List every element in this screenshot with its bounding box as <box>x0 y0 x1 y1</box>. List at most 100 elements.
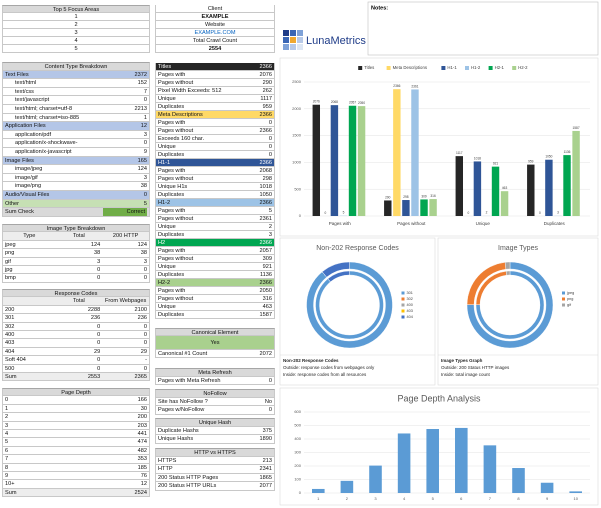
table-row: Unique 2 <box>155 223 275 231</box>
table-cell: Pages without <box>158 296 194 302</box>
table-cell: 6 <box>5 447 9 454</box>
table-cell: 301 <box>5 315 15 322</box>
legend-swatch <box>562 291 565 295</box>
table-cell: 3 <box>143 258 147 265</box>
bar <box>330 105 339 216</box>
table-cell: 5 <box>143 200 147 207</box>
table-cell: 200 Status HTTP URLs <box>158 483 217 489</box>
table-cell: Duplicates <box>158 272 185 278</box>
table-cell: 0 <box>143 192 147 198</box>
table-row: Sum Check Correct <box>2 208 150 217</box>
table-cell: Unique Hashs <box>158 436 194 442</box>
table-row: Duplicates 1136 <box>155 271 275 279</box>
table-cell: 0 <box>143 340 147 347</box>
table-cell: Unique <box>158 264 176 270</box>
table-row: 2554 <box>155 45 275 53</box>
table-cell: 203 <box>137 422 147 429</box>
table-cell: 2372 <box>134 71 147 78</box>
table-cell: 1865 <box>259 474 272 481</box>
table-title-text: HTTP vs HTTPS <box>194 450 236 456</box>
table-row: Pages with 2068 <box>155 167 275 175</box>
table-cell: 2068 <box>259 168 272 174</box>
table-cell: 2 <box>268 224 272 230</box>
table-row: bmp 0 0 <box>2 274 150 283</box>
table-row: Soft 404 0 - <box>2 356 150 365</box>
table-row: image/gif 3 <box>2 173 150 183</box>
table-cell: 1890 <box>259 436 272 442</box>
y-tick-label: 600 <box>294 409 301 414</box>
data-label: 0 <box>324 211 326 215</box>
table-cell: H2 <box>158 240 166 246</box>
table-row: 200 Status HTTP Pages 1865 <box>155 473 275 482</box>
table-row: 3 203 <box>2 421 150 430</box>
table-cell: 3 <box>97 258 101 265</box>
data-label: 1018 <box>474 156 481 160</box>
y-tick-label: 0 <box>299 213 302 218</box>
table-cell: 0 <box>143 323 147 330</box>
table-cell: Unique H1s <box>158 184 188 190</box>
table-cell: image/png <box>15 183 42 190</box>
table-cell: 0 <box>268 152 272 158</box>
data-label: 1587 <box>573 126 580 130</box>
table-row: Pages with Meta Refresh 0 <box>155 376 275 385</box>
table-row: Text Files 2372 <box>2 70 150 80</box>
table-cell: 441 <box>137 431 147 437</box>
table-row: Pages without 298 <box>155 175 275 183</box>
table-cell: Pages without <box>158 176 194 182</box>
x-tick-label: 4 <box>403 496 406 501</box>
legend-label: 302 <box>407 297 413 301</box>
table-cell: 463 <box>262 304 272 310</box>
table-cell: 7 <box>5 456 9 463</box>
table-row: Yes <box>155 336 275 350</box>
table-row: Pages w/NoFollow 0 <box>155 406 275 415</box>
table-cell: 152 <box>137 80 147 87</box>
table-cell: Other <box>5 200 19 207</box>
table-cell: 500 <box>5 365 15 372</box>
table-cell: 2366 <box>259 112 272 118</box>
table-cell: 0 <box>268 136 272 142</box>
table-row: 3 <box>2 29 150 37</box>
table-cell: Canonical #1 Count <box>158 351 208 357</box>
table-cell: Sum <box>5 489 17 496</box>
table-cell: Website <box>204 22 226 28</box>
table-row: Unique 1117 <box>155 95 275 103</box>
table-row: 301 236 236 <box>2 314 150 323</box>
table-cell: Application Files <box>5 123 46 130</box>
table-cell: 1117 <box>260 96 272 102</box>
table-cell: 2365 <box>134 374 147 380</box>
x-tick-label: Duplicates <box>544 221 566 226</box>
table-cell: Text Files <box>5 71 29 78</box>
table-cell: Pages without <box>158 256 194 262</box>
y-tick-label: 200 <box>294 463 301 468</box>
table-cell: HTTP <box>158 466 173 472</box>
table-cell: Pages with <box>158 288 186 294</box>
data-label: 1136 <box>564 150 571 154</box>
table-cell: 2553 <box>87 374 101 380</box>
table-cell: Pages w/NoFollow <box>158 407 205 413</box>
table-cell: 4 <box>5 431 9 437</box>
table-row: 302 0 0 <box>2 322 150 331</box>
table-cell: 0 <box>97 332 101 338</box>
table-cell: 5 <box>268 208 272 214</box>
legend-label: 301 <box>407 291 413 295</box>
legend-swatch <box>358 66 363 70</box>
table-row: text/css 7 <box>2 87 150 97</box>
table-row: application/x-shockwave- 0 <box>2 139 150 148</box>
table-cell: 38 <box>140 183 147 190</box>
bar <box>572 130 580 216</box>
table-cell: - <box>145 357 147 364</box>
table-cell: text/javascript <box>15 97 50 104</box>
table-cell: Duplicates <box>158 104 185 110</box>
legend-swatch <box>401 315 405 319</box>
table-row: Exceeds 160 char. 0 <box>155 135 275 143</box>
data-label: 2366 <box>393 84 400 88</box>
table-cell: application/x-javascript <box>15 149 72 155</box>
table-row: gif 3 3 <box>2 257 150 266</box>
legend-swatch <box>441 66 446 70</box>
table-cell: Duplicates <box>158 192 185 198</box>
donut-segment <box>504 261 511 270</box>
table-cell: Pages with Meta Refresh <box>158 377 221 384</box>
table-cell: 236 <box>90 315 101 322</box>
x-tick-label: Pages without <box>397 221 426 226</box>
